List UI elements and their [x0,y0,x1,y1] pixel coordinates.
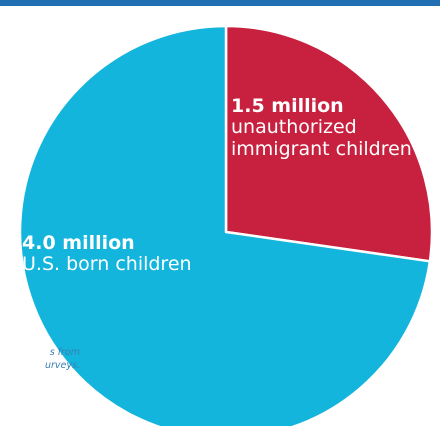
pie-slice-us_born [18,24,432,426]
pie-slice-unauthorized [224,24,434,263]
unauthorized-desc-line1: unauthorized [231,116,357,139]
source-note: s from urveys. [0,347,80,373]
top-accent-bar [0,0,440,6]
source-note-line2: urveys. [45,359,80,371]
us-born-slice-label: 4.0 million U.S. born children [22,232,192,276]
us-born-value-label: 4.0 million [22,232,135,254]
unauthorized-slice-label: 1.5 million unauthorized immigrant child… [231,95,412,160]
unauthorized-value-label: 1.5 million [231,95,344,117]
unauthorized-desc-line2: immigrant children [231,137,412,160]
source-note-line1: s from [49,347,80,358]
us-born-desc-line1: U.S. born children [22,253,192,276]
